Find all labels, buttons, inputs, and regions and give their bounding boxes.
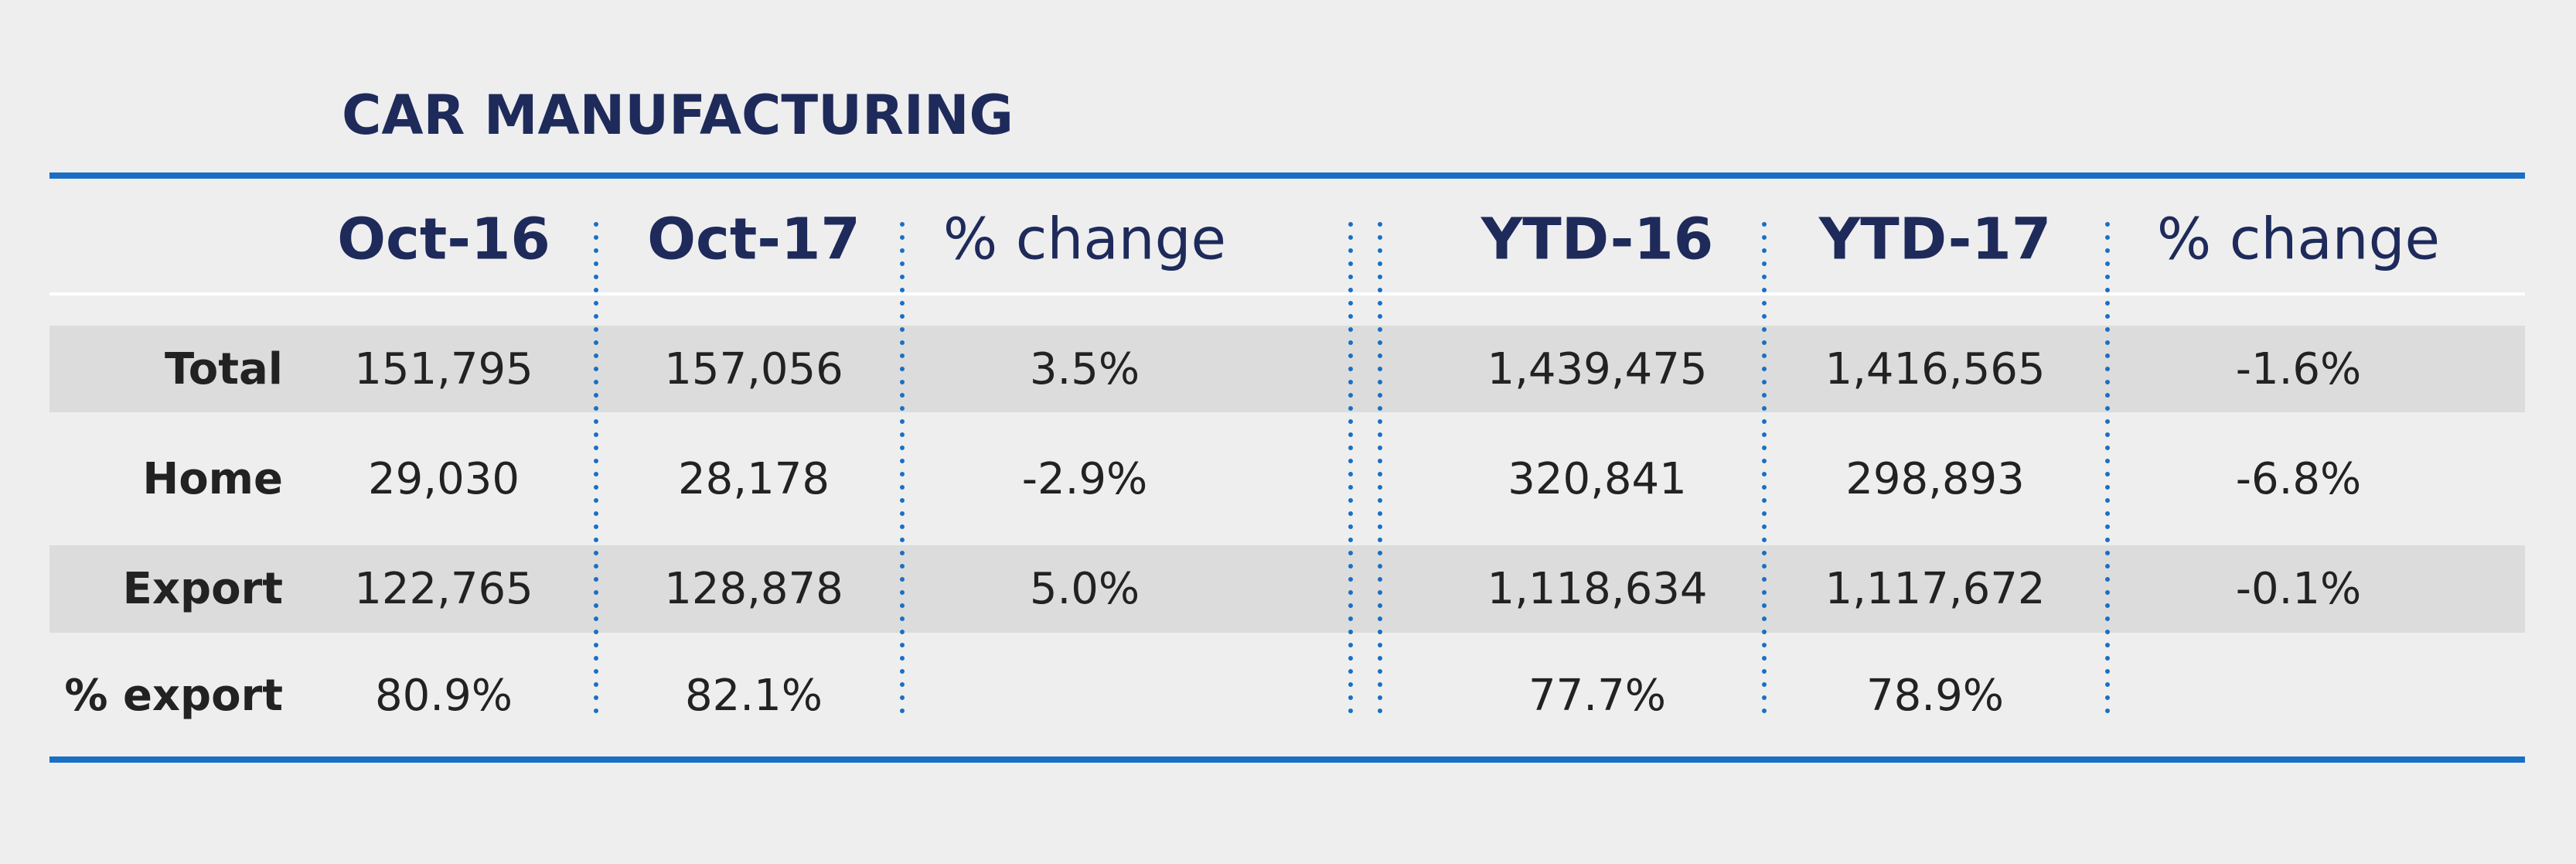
cell: 1,416,565 xyxy=(1825,344,2045,394)
header-rule xyxy=(49,292,2525,295)
row-label: % export xyxy=(64,671,283,721)
row-band xyxy=(49,545,2525,633)
row-label: Export xyxy=(123,564,283,614)
cell: -2.9% xyxy=(1022,454,1147,504)
cell: 82.1% xyxy=(685,671,823,721)
column-header: % change xyxy=(943,207,1226,273)
cell: 1,118,634 xyxy=(1487,564,1707,614)
column-dividers xyxy=(594,222,2110,726)
cell: -1.6% xyxy=(2236,344,2361,394)
row-label: Home xyxy=(142,454,283,504)
cell: 78.9% xyxy=(1866,671,2004,721)
column-header: Oct-16 xyxy=(337,207,550,273)
cell: 80.9% xyxy=(375,671,513,721)
row-band xyxy=(49,326,2525,412)
cell: 1,439,475 xyxy=(1487,344,1707,394)
title: CAR MANUFACTURING xyxy=(342,84,1014,147)
cell: 1,117,672 xyxy=(1825,564,2045,614)
top-rule xyxy=(49,172,2525,179)
column-header: YTD-17 xyxy=(1818,207,2052,273)
cell: 128,878 xyxy=(664,564,843,614)
column-header: YTD-16 xyxy=(1481,207,1714,273)
cell: 157,056 xyxy=(664,344,843,394)
cell: -0.1% xyxy=(2236,564,2361,614)
column-header: % change xyxy=(2157,207,2440,273)
cell: 298,893 xyxy=(1845,454,2025,504)
cell: 151,795 xyxy=(354,344,533,394)
cell: 77.7% xyxy=(1528,671,1666,721)
cell: 28,178 xyxy=(678,454,830,504)
cell: 320,841 xyxy=(1508,454,1687,504)
cell: 29,030 xyxy=(368,454,520,504)
cell: 3.5% xyxy=(1030,344,1140,394)
cell: -6.8% xyxy=(2236,454,2361,504)
bottom-rule xyxy=(49,756,2525,763)
row-label: Total xyxy=(165,344,283,394)
cell: 5.0% xyxy=(1030,564,1140,614)
column-header: Oct-17 xyxy=(647,207,860,273)
cell: 122,765 xyxy=(354,564,533,614)
